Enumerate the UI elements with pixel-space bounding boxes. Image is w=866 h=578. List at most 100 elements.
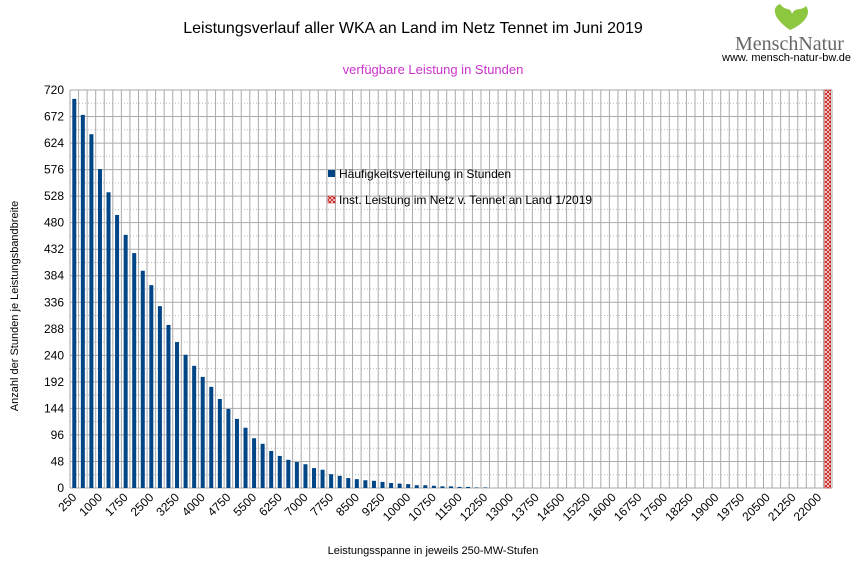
chart-title: Leistungsverlauf aller WKA an Land im Ne… xyxy=(183,20,643,37)
bar xyxy=(406,484,411,488)
bar xyxy=(474,487,479,488)
y-tick-label: 480 xyxy=(44,216,64,230)
bar xyxy=(106,192,111,488)
bar xyxy=(252,438,257,488)
bar xyxy=(294,462,299,488)
bar xyxy=(431,485,436,488)
y-tick-label: 672 xyxy=(44,110,64,124)
y-tick-label: 336 xyxy=(44,295,64,309)
bar xyxy=(449,486,453,488)
y-tick-label: 240 xyxy=(44,348,64,362)
logo-url: www. mensch-natur-bw.de xyxy=(722,52,851,64)
x-tick-label: 19000 xyxy=(688,490,722,524)
x-tick-label: 1750 xyxy=(102,490,131,519)
bar xyxy=(183,354,188,488)
ginkgo-leaf-logo-icon xyxy=(774,4,809,30)
chart-subtitle: verfügbare Leistung in Stunden xyxy=(342,62,524,77)
x-tick-label: 14500 xyxy=(534,490,568,524)
bar xyxy=(209,386,214,488)
bar xyxy=(457,486,462,488)
bar xyxy=(337,475,342,488)
bar xyxy=(115,214,120,488)
x-axis-label: Leistungsspanne in jeweils 250-MW-Stufen xyxy=(327,545,539,557)
bar xyxy=(414,485,419,488)
legend-marker-red xyxy=(327,195,336,204)
bar xyxy=(175,342,180,488)
x-tick-label: 2500 xyxy=(128,490,157,519)
x-tick-label: 10750 xyxy=(405,490,439,524)
y-tick-label: 48 xyxy=(51,454,65,468)
bar xyxy=(329,474,334,488)
x-tick-label: 18250 xyxy=(662,490,696,524)
y-axis-label: Anzahl der Stunden je Leistungsbandbreit… xyxy=(9,200,21,412)
installed-capacity-bar xyxy=(824,89,831,489)
x-tick-label: 5500 xyxy=(230,490,259,519)
x-tick-label: 8500 xyxy=(333,490,362,519)
x-tick-label: 6250 xyxy=(256,490,285,519)
x-tick-label: 20500 xyxy=(739,490,773,524)
y-tick-label: 432 xyxy=(44,242,64,256)
bar xyxy=(466,486,471,488)
x-tick-label: 3250 xyxy=(153,490,182,519)
legend-marker-blue xyxy=(328,170,335,177)
y-tick-label: 384 xyxy=(44,269,64,283)
x-tick-label: 12250 xyxy=(457,490,491,524)
bar xyxy=(269,450,274,488)
bar xyxy=(354,479,359,488)
x-tick-label: 7750 xyxy=(307,490,336,519)
y-tick-label: 624 xyxy=(44,136,64,150)
bar xyxy=(483,487,488,488)
logo-text: MenschNatur xyxy=(735,33,844,55)
y-tick-label: 288 xyxy=(44,322,64,336)
x-tick-label: 4000 xyxy=(179,490,208,519)
bar xyxy=(371,480,376,488)
y-tick-label: 192 xyxy=(44,375,64,389)
x-tick-label: 13000 xyxy=(483,490,517,524)
x-tick-label: 17500 xyxy=(637,490,671,524)
bar xyxy=(303,464,308,488)
y-tick-label: 144 xyxy=(44,401,64,415)
y-tick-label: 576 xyxy=(44,163,64,177)
bar xyxy=(132,253,137,488)
bar xyxy=(226,408,231,488)
bar xyxy=(80,114,85,488)
bar xyxy=(423,485,428,488)
legend-label: Häufigkeitsverteilung in Stunden xyxy=(339,167,511,181)
legend-label: Inst. Leistung im Netz v. Tennet an Land… xyxy=(339,193,592,207)
bar xyxy=(346,478,351,488)
bar xyxy=(89,134,94,488)
bar xyxy=(200,376,205,488)
y-tick-label: 720 xyxy=(44,83,64,97)
bar xyxy=(140,270,145,488)
bar xyxy=(363,480,368,488)
x-tick-label: 16000 xyxy=(585,490,619,524)
bar xyxy=(320,469,325,488)
bar xyxy=(440,486,445,488)
bar xyxy=(380,481,385,488)
bar xyxy=(397,483,402,488)
bar xyxy=(217,399,222,488)
bar xyxy=(72,98,77,488)
x-tick-label: 13750 xyxy=(508,490,542,524)
bar xyxy=(123,234,128,488)
bar xyxy=(389,483,394,488)
x-tick-label: 7000 xyxy=(282,490,311,519)
x-tick-label: 10000 xyxy=(380,490,414,524)
bar xyxy=(260,443,265,488)
bar xyxy=(312,468,317,488)
bar xyxy=(277,455,282,488)
x-tick-label: 21250 xyxy=(765,490,799,524)
bar xyxy=(192,365,197,488)
bar xyxy=(166,324,171,488)
y-tick-label: 528 xyxy=(44,189,64,203)
bar xyxy=(149,285,154,488)
x-tick-label: 4750 xyxy=(205,490,234,519)
x-tick-label: 19750 xyxy=(714,490,748,524)
x-tick-label: 1000 xyxy=(76,490,105,519)
bar xyxy=(97,169,102,488)
y-tick-label: 0 xyxy=(57,481,64,495)
x-tick-label: 16750 xyxy=(611,490,645,524)
bar xyxy=(286,459,291,488)
